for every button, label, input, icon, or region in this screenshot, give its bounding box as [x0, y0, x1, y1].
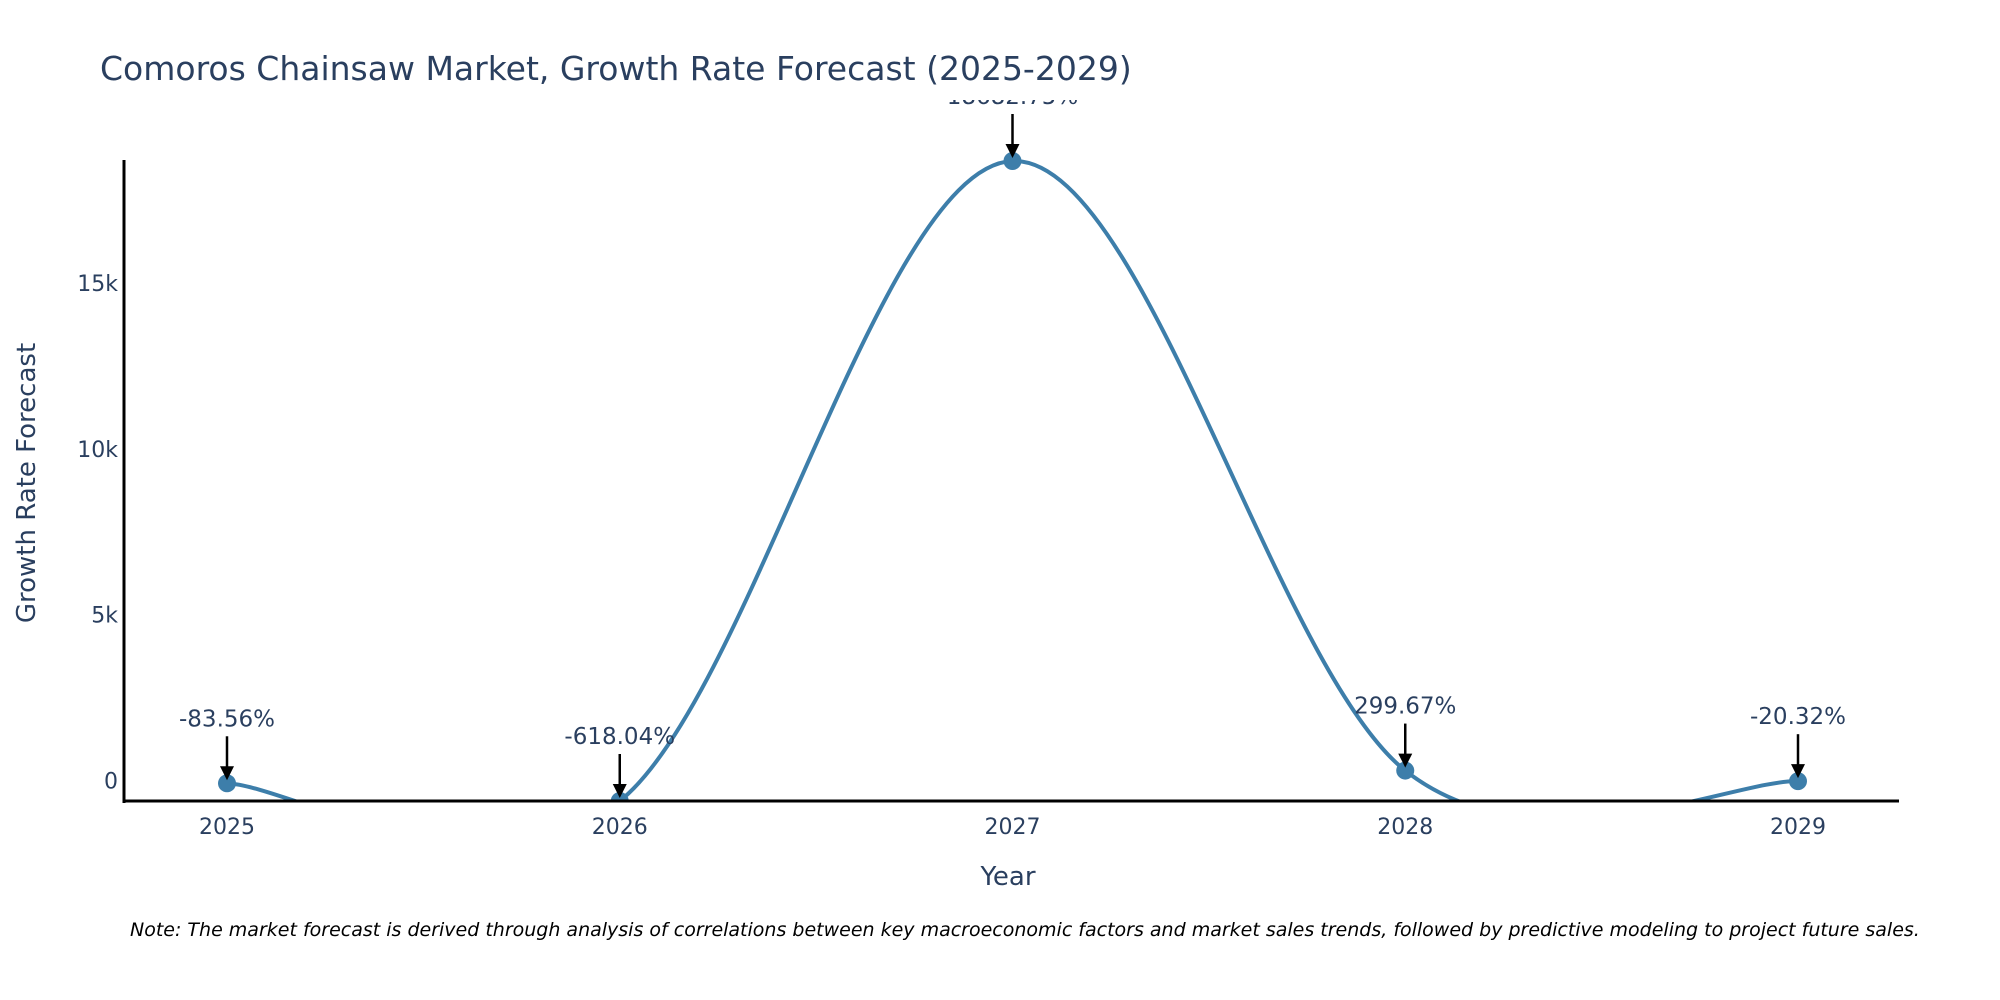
x-axis-ticks: 2025 2026 2027 2028 2029	[199, 815, 1826, 840]
annotation-arrow-head	[220, 766, 234, 781]
plot-area: -83.56% -618.04% 18682.75% 299.67% -20.32%	[179, 84, 1846, 801]
data-label: -20.32%	[1750, 704, 1846, 730]
series-line	[226, 158, 1799, 801]
y-axis-title: Growth Rate Forecast	[12, 343, 42, 623]
annotation-arrow-head	[1791, 764, 1805, 779]
data-label: 18682.75%	[947, 84, 1079, 110]
chart-title: Comoros Chainsaw Market, Growth Rate For…	[100, 49, 1132, 88]
annotation-2028: 299.67%	[1354, 694, 1456, 768]
y-tick-label: 15k	[77, 272, 118, 297]
data-markers	[218, 152, 1807, 801]
x-axis-title: Year	[979, 862, 1035, 892]
footnote: Note: The market forecast is derived thr…	[130, 919, 1920, 941]
data-label: -83.56%	[179, 706, 275, 732]
annotation-arrow-head	[1398, 753, 1413, 768]
x-tick-label: 2028	[1377, 815, 1433, 840]
y-axis-ticks: 0 5k 10k 15k	[77, 272, 118, 794]
annotation-2029: -20.32%	[1750, 704, 1846, 779]
data-label-annotations: -83.56% -618.04% 18682.75% 299.67% -20.32%	[179, 84, 1846, 798]
data-point-2025[interactable]	[218, 774, 236, 793]
x-tick-label: 2026	[592, 815, 648, 840]
data-point-2028[interactable]	[1396, 761, 1415, 780]
annotation-arrow-head	[612, 784, 627, 798]
annotation-2027: 18682.75%	[947, 84, 1079, 158]
y-tick-label: 5k	[91, 604, 118, 629]
annotation-2025: -83.56%	[179, 706, 275, 781]
annotation-2026: -618.04%	[564, 724, 675, 798]
annotation-arrow-head	[1005, 144, 1020, 158]
data-point-2029[interactable]	[1789, 772, 1807, 791]
x-tick-label: 2027	[985, 815, 1041, 840]
x-tick-label: 2029	[1770, 815, 1826, 840]
data-point-2027[interactable]	[1003, 152, 1022, 170]
y-tick-label: 0	[104, 770, 118, 795]
data-label: -618.04%	[564, 724, 675, 750]
x-tick-label: 2025	[199, 815, 255, 840]
data-label: 299.67%	[1354, 694, 1456, 720]
y-tick-label: 10k	[77, 438, 118, 463]
